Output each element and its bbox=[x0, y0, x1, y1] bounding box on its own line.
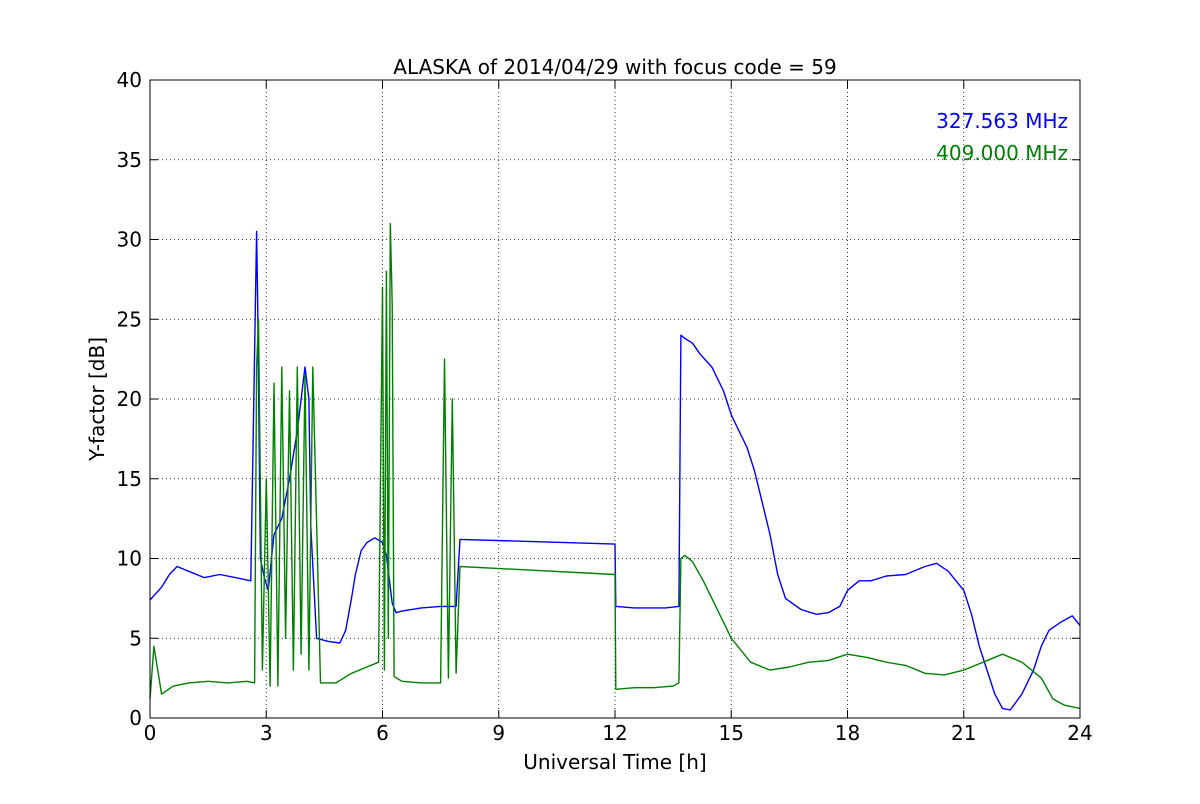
x-tick-label: 15 bbox=[719, 721, 744, 745]
y-tick-label: 20 bbox=[117, 387, 142, 411]
y-tick-label: 35 bbox=[117, 148, 142, 172]
y-tick-label: 15 bbox=[117, 467, 142, 491]
x-tick-label: 6 bbox=[376, 721, 389, 745]
y-tick-label: 30 bbox=[117, 228, 142, 252]
legend: 327.563 MHz 409.000 MHz bbox=[936, 109, 1068, 165]
y-axis-label: Y-factor [dB] bbox=[85, 337, 109, 462]
x-tick-labels: 0 3 6 9 12 15 18 21 24 bbox=[144, 721, 1093, 745]
x-tick-label: 9 bbox=[492, 721, 505, 745]
y-tick-labels: 0 5 10 15 20 25 30 35 40 bbox=[117, 68, 142, 730]
y-tick-label: 25 bbox=[117, 307, 142, 331]
legend-entry-409-mhz: 409.000 MHz bbox=[936, 141, 1068, 165]
x-tick-label: 3 bbox=[260, 721, 273, 745]
series-line-1 bbox=[149, 222, 1081, 710]
y-tick-label: 0 bbox=[129, 706, 142, 730]
x-tick-label: 18 bbox=[835, 721, 860, 745]
series-line-0 bbox=[149, 230, 1081, 711]
chart-title: ALASKA of 2014/04/29 with focus code = 5… bbox=[393, 55, 836, 79]
x-tick-label: 12 bbox=[602, 721, 627, 745]
x-tick-label: 24 bbox=[1067, 721, 1092, 745]
y-tick-label: 10 bbox=[117, 547, 142, 571]
axis-ticks bbox=[149, 79, 1081, 719]
series-group bbox=[149, 222, 1081, 711]
x-axis-label: Universal Time [h] bbox=[523, 750, 706, 774]
y-tick-label: 40 bbox=[117, 68, 142, 92]
x-tick-label: 0 bbox=[144, 721, 157, 745]
x-tick-label: 21 bbox=[951, 721, 976, 745]
legend-entry-327-mhz: 327.563 MHz bbox=[936, 109, 1068, 133]
y-tick-label: 5 bbox=[129, 626, 142, 650]
